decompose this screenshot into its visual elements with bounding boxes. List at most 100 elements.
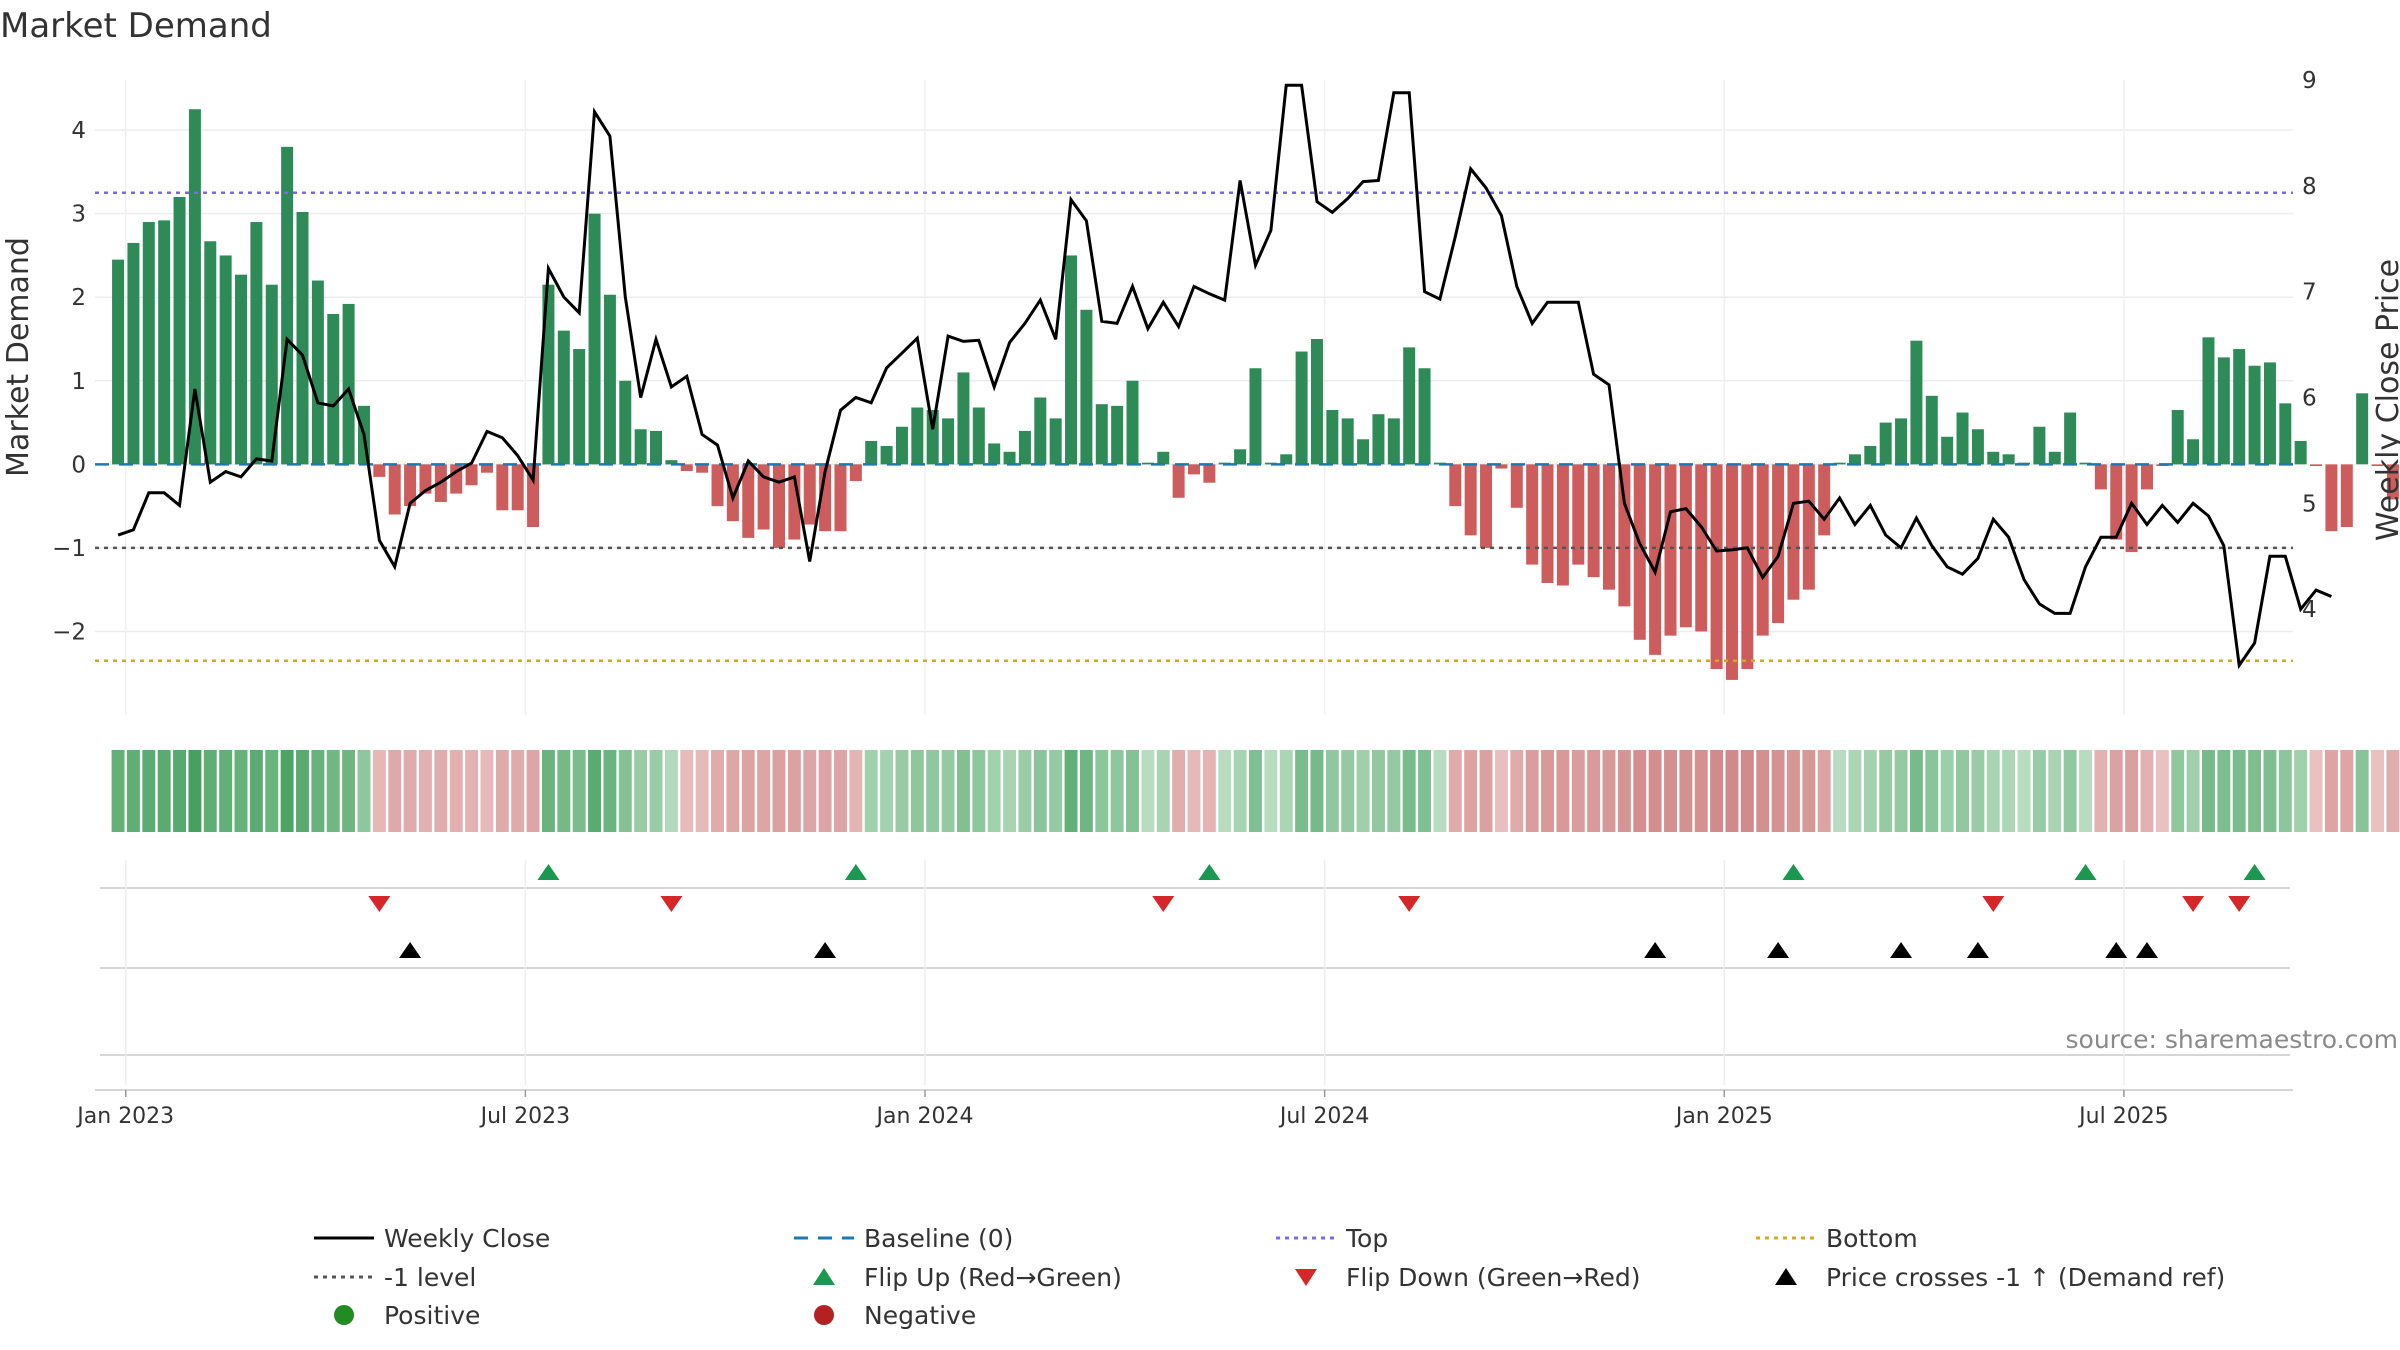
heatmap-cell	[203, 750, 217, 832]
heatmap-cell	[1833, 750, 1847, 832]
demand-bar	[2187, 439, 2200, 465]
heatmap-cell	[1494, 750, 1508, 832]
demand-bar	[772, 464, 785, 548]
demand-bar	[1572, 464, 1585, 565]
demand-bar	[1203, 464, 1216, 483]
demand-bar	[2356, 393, 2369, 465]
demand-bar	[865, 440, 878, 465]
price-cross-marker	[1767, 942, 1790, 958]
heatmap-cell	[2155, 750, 2169, 832]
heatmap-cell	[357, 750, 371, 832]
heatmap-cell	[664, 750, 678, 832]
heatmap-cell	[1464, 750, 1478, 832]
demand-bar	[1295, 351, 1308, 465]
heatmap-cell	[1971, 750, 1985, 832]
heatmap-cell	[541, 750, 555, 832]
flip-down-marker	[1398, 896, 1421, 912]
event-markers	[95, 860, 2293, 1091]
legend-label: Flip Up (Red→Green)	[864, 1263, 1122, 1292]
heatmap-cell	[1172, 750, 1186, 832]
heatmap-cell	[419, 750, 432, 832]
weekly-close-line	[117, 83, 2332, 670]
demand-bars	[112, 109, 2399, 680]
heatmap-cell	[1233, 750, 1247, 832]
price-cross-marker	[2105, 942, 2128, 958]
flip-down-marker	[1982, 896, 2005, 912]
legend-label: Bottom	[1826, 1224, 1918, 1253]
demand-bar	[265, 284, 278, 465]
demand-bar	[1403, 347, 1416, 465]
heatmap-cell	[296, 750, 309, 832]
price-cross-marker	[2135, 942, 2158, 958]
source-credit: source: sharemaestro.com	[2066, 1025, 2399, 1054]
demand-bar	[2064, 412, 2077, 465]
flip-up-marker	[2074, 864, 2097, 880]
heatmap-cell	[741, 750, 755, 832]
demand-bar	[696, 464, 709, 473]
demand-bar	[1956, 412, 1969, 465]
price-cross-marker	[399, 942, 422, 958]
demand-bar	[1234, 449, 1247, 465]
demand-bar	[1141, 462, 1154, 465]
demand-bar	[988, 443, 1001, 465]
heatmap-cell	[557, 750, 571, 832]
demand-bar	[1526, 464, 1539, 565]
heatmap-cell	[1218, 750, 1232, 832]
heatmap-cell	[1848, 750, 1862, 832]
flip-down-marker	[1152, 896, 1175, 912]
x-axis-ticks: Jan 2023 Jul 2023 Jan 2024 Jul 2024 Jan 2025…	[75, 1090, 2169, 1129]
heatmap-cell	[895, 750, 909, 832]
heatmap-cell	[234, 750, 248, 832]
demand-bar	[1910, 340, 1923, 465]
demand-bar	[2217, 357, 2230, 465]
heatmap-cell	[849, 750, 863, 832]
heatmap-cell	[1079, 750, 1093, 832]
heatmap-cell	[757, 750, 771, 832]
flip-up-marker	[2243, 864, 2266, 880]
demand-bar	[1925, 395, 1938, 465]
heatmap-cell	[803, 750, 817, 832]
demand-bar	[173, 196, 186, 465]
heatmap-cell	[1049, 750, 1063, 832]
heatmap-cell	[2324, 750, 2338, 832]
heatmap-cell	[326, 750, 340, 832]
demand-bar	[1172, 464, 1185, 498]
heatmap-cell	[1556, 750, 1570, 832]
demand-bar	[1833, 462, 1846, 465]
demand-bar	[2033, 426, 2046, 465]
demand-bar	[1941, 436, 1954, 465]
demand-bar	[880, 445, 893, 465]
heatmap-cell	[2355, 750, 2369, 832]
demand-bar	[1080, 309, 1093, 465]
heatmap-cell	[2171, 750, 2185, 832]
heatmap-cell	[1925, 750, 1939, 832]
y-tick-label: −2	[52, 619, 86, 645]
heatmap-cell	[1033, 750, 1047, 832]
heatmap-cell	[910, 750, 924, 832]
demand-bar	[1449, 464, 1462, 507]
demand-bar	[1188, 464, 1200, 475]
y2-tick-label: 4	[2302, 597, 2317, 623]
demand-bar	[1879, 422, 1892, 465]
demand-bar	[1003, 451, 1016, 465]
demand-bar	[1603, 464, 1616, 590]
demand-bar	[142, 222, 155, 465]
heatmap-cell	[1740, 750, 1754, 832]
heatmap-cell	[2002, 750, 2016, 832]
demand-bar	[1802, 464, 1815, 590]
demand-bar	[388, 464, 401, 515]
heatmap-cell	[1679, 750, 1693, 832]
demand-bar	[327, 313, 340, 465]
demand-bar	[450, 464, 463, 494]
demand-bar	[1495, 464, 1508, 469]
heatmap-cell	[1633, 750, 1647, 832]
heatmap-cell	[1986, 750, 2000, 832]
demand-bar	[2263, 362, 2276, 465]
heatmap-cell	[818, 750, 832, 832]
demand-bar	[204, 241, 217, 465]
flip-down-marker	[2228, 896, 2251, 912]
legend-triangle-up-icon	[1775, 1268, 1797, 1285]
heatmap-cell	[311, 750, 325, 832]
heatmap-cell	[388, 750, 402, 832]
heatmap-cell	[726, 750, 740, 832]
